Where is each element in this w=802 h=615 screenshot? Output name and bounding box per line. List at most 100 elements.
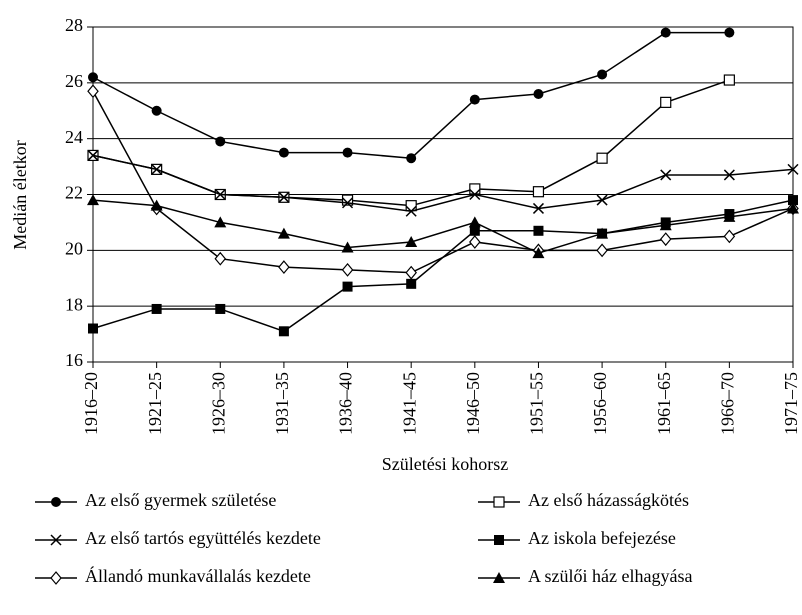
marker-shape — [278, 326, 289, 337]
marker-shape — [532, 247, 545, 259]
marker — [88, 72, 98, 83]
marker-shape — [533, 225, 544, 236]
marker-shape — [493, 572, 505, 583]
series-line — [92, 154, 794, 213]
x-tick-label: 1926–30 — [208, 372, 228, 435]
marker — [494, 535, 504, 545]
marker — [723, 169, 735, 181]
marker-shape — [596, 194, 608, 206]
marker — [87, 149, 99, 161]
marker-shape — [468, 216, 481, 228]
marker-shape — [660, 27, 671, 38]
marker-shape — [87, 194, 99, 206]
marker-shape — [151, 105, 162, 116]
marker — [659, 219, 672, 231]
marker — [596, 152, 608, 164]
marker — [214, 251, 227, 266]
marker-shape — [88, 323, 98, 334]
marker-shape — [405, 265, 417, 280]
marker-shape — [87, 84, 99, 99]
marker-shape — [469, 235, 481, 249]
marker — [596, 194, 608, 206]
marker — [341, 194, 354, 206]
marker-shape — [405, 200, 417, 212]
marker-shape — [533, 89, 544, 99]
y-tick-label: 24 — [65, 127, 83, 147]
marker-shape — [342, 197, 354, 209]
marker — [341, 241, 354, 253]
marker-shape — [787, 202, 799, 214]
marker-shape — [659, 232, 672, 247]
marker — [596, 227, 609, 239]
marker — [532, 202, 544, 214]
marker-shape — [50, 571, 62, 585]
marker-shape — [341, 241, 354, 253]
marker — [214, 216, 227, 228]
marker-shape — [469, 94, 480, 105]
marker-shape — [469, 188, 481, 201]
x-tick-label: 1971–75 — [781, 372, 801, 435]
marker-shape — [406, 278, 417, 289]
marker-shape — [469, 183, 481, 195]
marker-shape — [277, 227, 290, 239]
marker — [406, 278, 417, 289]
marker-shape — [151, 303, 162, 314]
marker-shape — [215, 136, 226, 147]
marker-shape — [596, 152, 608, 164]
marker-shape — [596, 227, 609, 239]
marker — [342, 197, 354, 209]
x-tick-label: 1921–25 — [145, 372, 165, 435]
marker-shape — [724, 27, 735, 38]
marker-shape — [406, 153, 417, 164]
marker — [723, 74, 735, 86]
y-tick-label: 16 — [65, 350, 83, 370]
y-tick-label: 28 — [65, 15, 83, 35]
marker-shape — [597, 69, 608, 80]
marker — [469, 225, 480, 236]
marker — [660, 169, 672, 181]
marker — [277, 227, 290, 239]
marker-shape — [723, 229, 736, 244]
legend-label: Az első gyermek születése — [85, 490, 276, 510]
marker-shape — [659, 219, 672, 231]
series-line — [92, 199, 794, 254]
marker — [787, 202, 799, 214]
marker — [469, 235, 481, 249]
marker-shape — [788, 195, 798, 206]
x-tick-label: 1966–70 — [717, 372, 737, 435]
x-tick-label: 1946–50 — [463, 372, 483, 435]
marker-shape — [278, 147, 289, 158]
marker-shape — [342, 281, 353, 292]
marker-shape — [214, 188, 226, 201]
x-tick-label: 1961–65 — [654, 372, 674, 435]
marker — [278, 147, 289, 158]
y-axis-label: Medián életkor — [10, 140, 30, 249]
marker-shape — [215, 303, 226, 314]
marker — [533, 89, 544, 99]
x-tick-label: 1956–60 — [590, 372, 610, 435]
marker — [660, 96, 672, 108]
legend-label: Az első házasságkötés — [528, 490, 689, 510]
marker — [659, 232, 672, 247]
marker — [532, 186, 545, 198]
marker — [723, 210, 736, 222]
marker-shape — [469, 225, 480, 236]
marker-shape — [151, 163, 163, 175]
y-tick-label: 22 — [65, 183, 83, 203]
marker-shape — [341, 262, 354, 277]
marker-shape — [214, 216, 227, 228]
marker-shape — [660, 96, 672, 108]
marker — [341, 262, 354, 277]
marker — [215, 303, 226, 314]
marker — [150, 199, 163, 211]
marker-shape — [88, 72, 98, 83]
y-tick-label: 20 — [65, 238, 83, 258]
marker-shape — [87, 149, 99, 161]
marker — [342, 147, 353, 158]
marker-shape — [532, 202, 544, 214]
marker-shape — [51, 497, 61, 507]
marker-shape — [342, 147, 353, 158]
marker — [597, 69, 608, 80]
marker — [532, 247, 545, 259]
